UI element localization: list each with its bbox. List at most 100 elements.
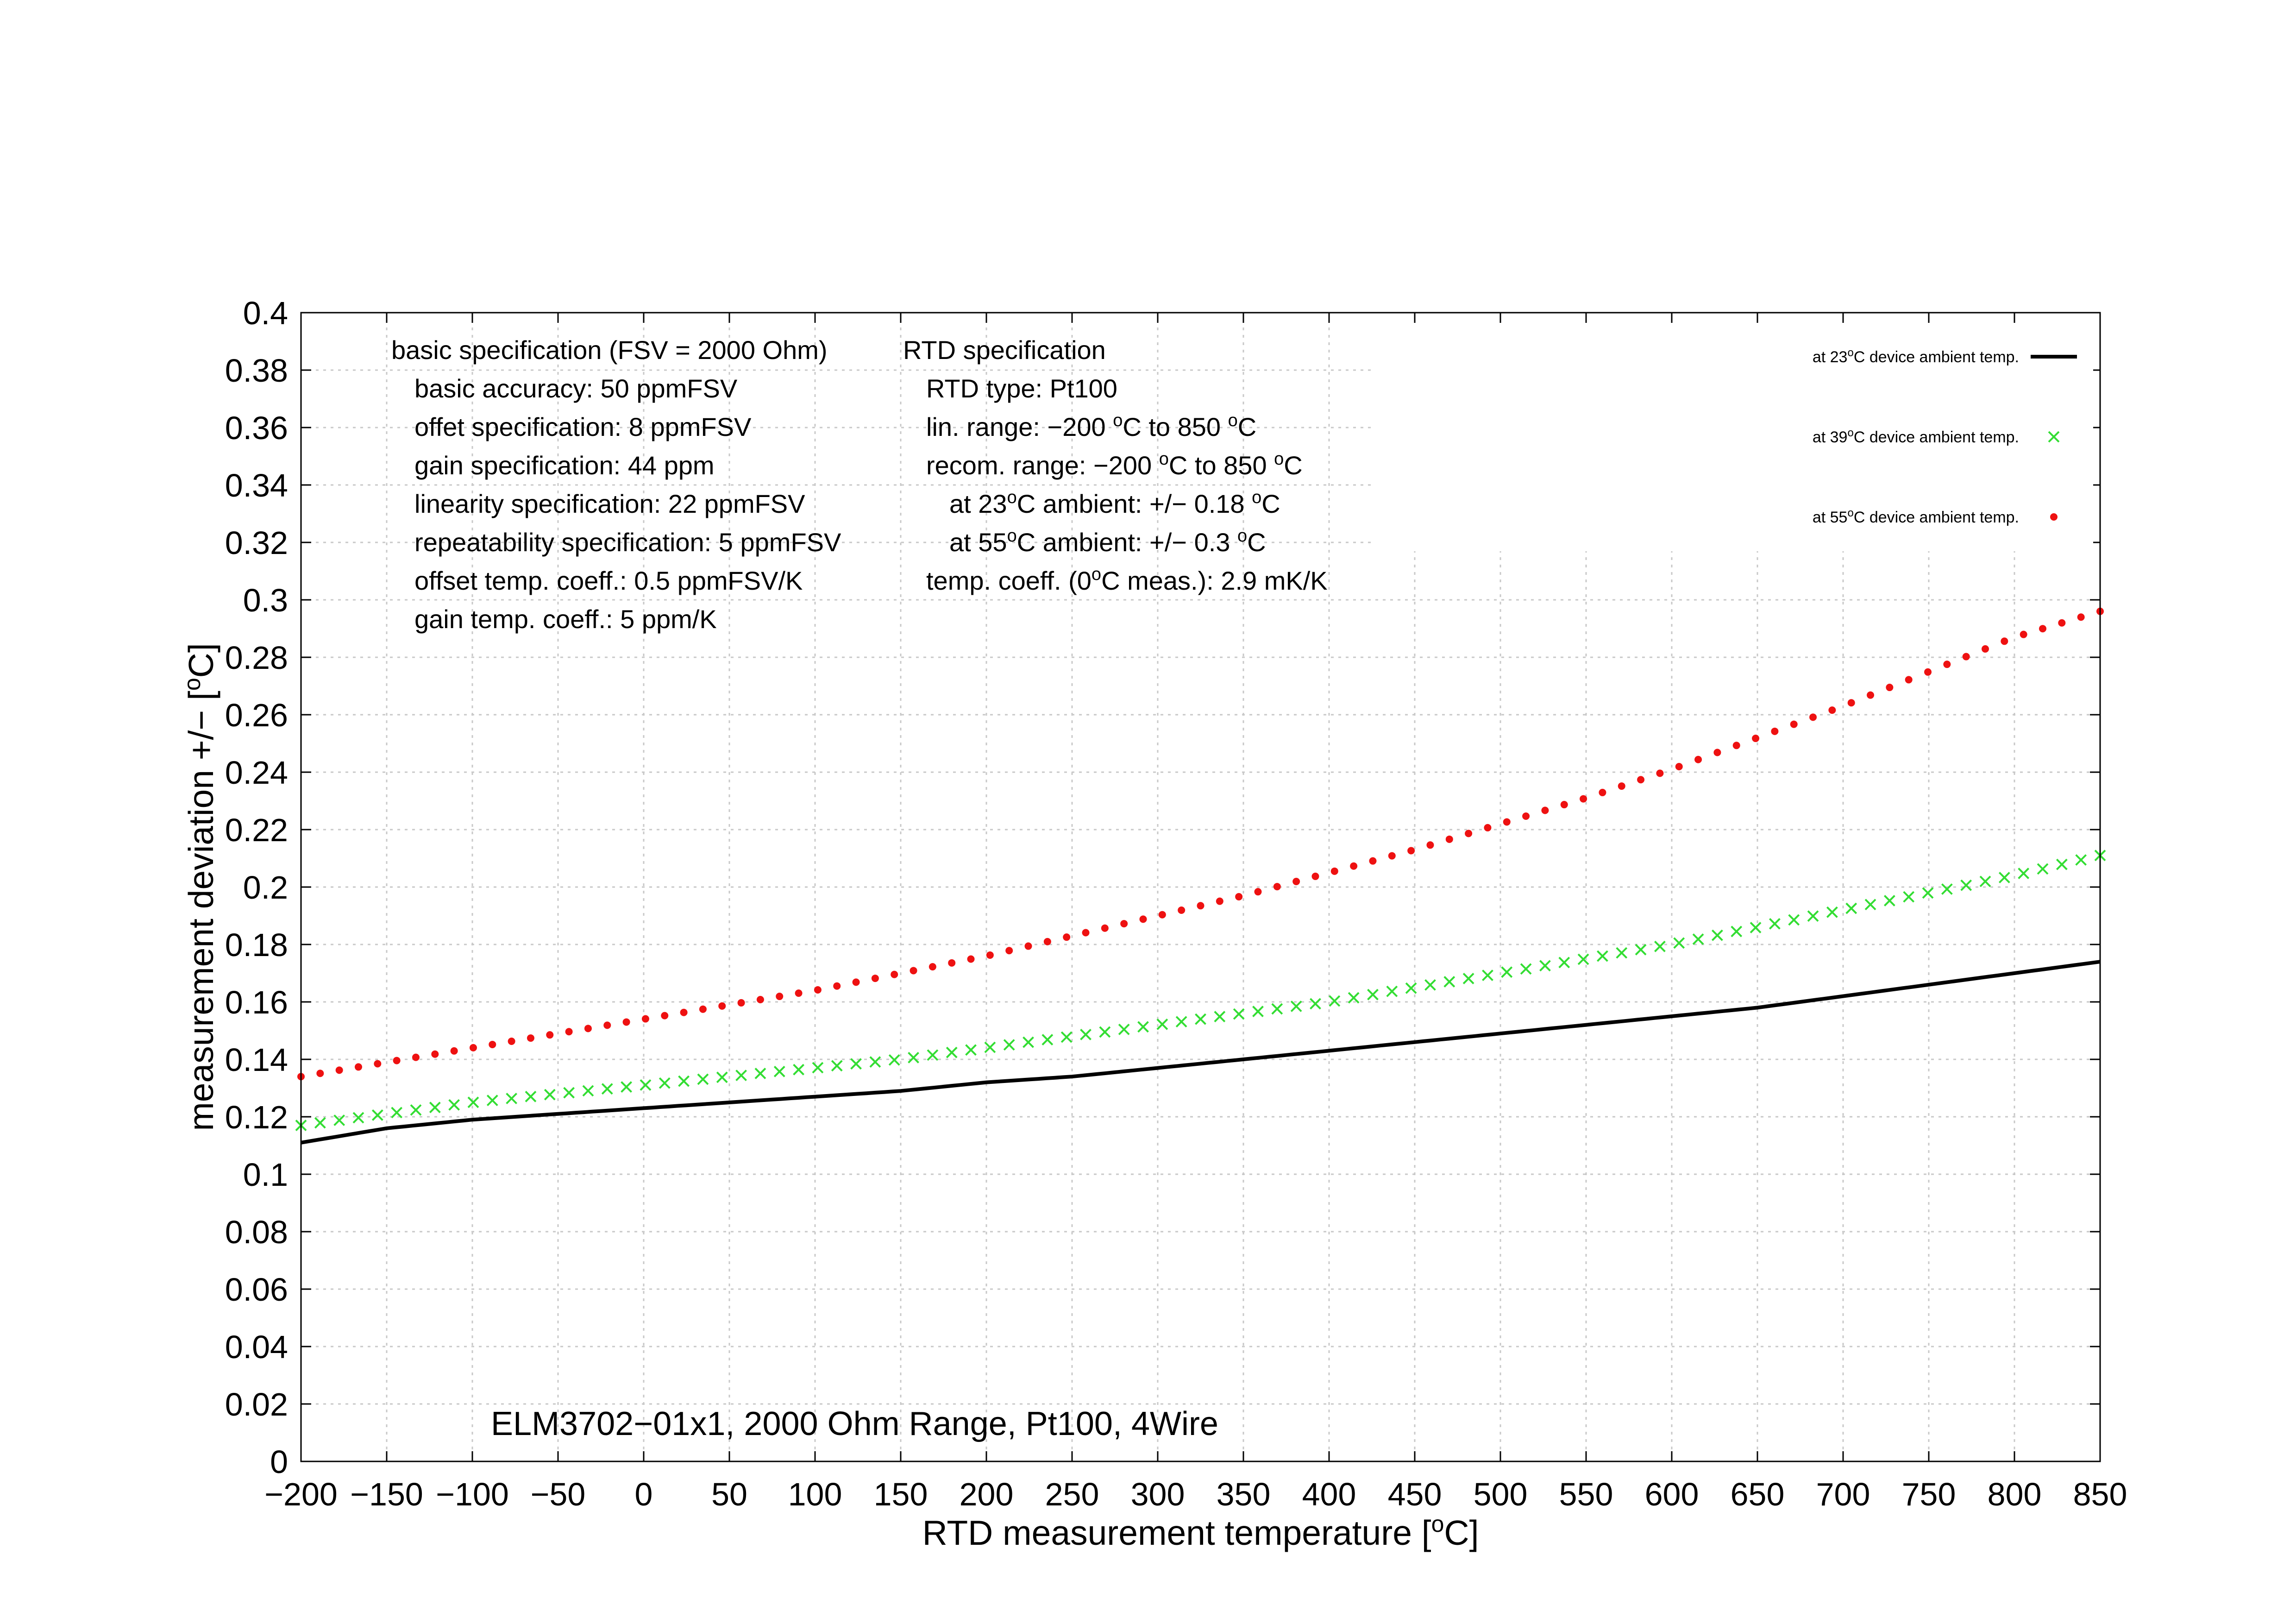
x-tick-label: 350: [1217, 1476, 1271, 1512]
series-point: [601, 1083, 613, 1095]
series-point: [546, 1031, 554, 1039]
series-point: [831, 1060, 843, 1072]
series-point: [1713, 749, 1721, 756]
series-point: [678, 1075, 690, 1087]
x-tick-label: 100: [788, 1476, 842, 1512]
series-point: [410, 1104, 422, 1116]
rtd-spec-line: lin. range: −200 oC to 850 oC: [926, 411, 1256, 441]
series-point: [2058, 619, 2066, 627]
series-point: [429, 1102, 441, 1114]
series-point: [1041, 1034, 1054, 1045]
x-tick-label: 650: [1731, 1476, 1785, 1512]
y-tick-label: 0.14: [225, 1042, 288, 1078]
series-point: [544, 1089, 556, 1101]
x-tick-label: 150: [874, 1476, 928, 1512]
y-tick-label: 0.22: [225, 812, 288, 848]
device-label: ELM3702−01x1, 2000 Ohm Range, Pt100, 4Wi…: [491, 1405, 1218, 1442]
series-point: [1845, 902, 1857, 914]
series-point: [1905, 676, 1913, 684]
series-point: [1962, 653, 1970, 661]
series-point: [641, 1015, 649, 1023]
y-tick-label: 0.12: [225, 1099, 288, 1135]
series-layer: [295, 607, 2106, 1145]
series-point: [1424, 979, 1436, 991]
series-point: [1290, 1001, 1302, 1012]
series-point: [1482, 969, 1493, 982]
y-tick-label: 0.28: [225, 640, 288, 676]
series-point: [1484, 824, 1492, 831]
series-point: [908, 1051, 919, 1064]
series-point: [1195, 1013, 1206, 1025]
x-tick-label: 550: [1559, 1476, 1613, 1512]
y-axis-title: measurement deviation +/− [oC]: [179, 643, 220, 1131]
series-point: [448, 1099, 460, 1111]
series-point: [563, 1087, 575, 1099]
series-point: [1330, 867, 1338, 875]
rtd-spec-heading: RTD specification: [903, 335, 1106, 365]
series-point: [967, 955, 975, 963]
x-tick-label: −50: [531, 1476, 586, 1512]
series-point: [1752, 735, 1760, 743]
series-point: [754, 1068, 766, 1079]
series-point: [2056, 858, 2068, 870]
series-point: [1501, 966, 1513, 978]
series-point: [1099, 1026, 1111, 1038]
series-point: [621, 1081, 633, 1093]
annotation-layer: basic specification (FSV = 2000 Ohm) basi…: [391, 335, 1328, 1442]
legend-swatch: [2050, 513, 2058, 521]
y-tick-label: 0.4: [243, 295, 288, 331]
series-point: [1367, 988, 1379, 1001]
rtd-spec-line: recom. range: −200 oC to 850 oC: [926, 449, 1303, 480]
series-point: [371, 1109, 383, 1121]
series-point: [1388, 852, 1396, 860]
y-tick-label: 0.04: [225, 1329, 288, 1365]
legend-label: at 23oC device ambient temp.: [1813, 346, 2019, 366]
series-point: [697, 1073, 709, 1085]
x-tick-label: 500: [1474, 1476, 1528, 1512]
series-point: [1903, 891, 1915, 903]
series-point: [1003, 1039, 1015, 1051]
series-point: [1101, 924, 1109, 932]
series-1: [301, 960, 2101, 1145]
series-point: [1960, 879, 1972, 891]
series-point: [1369, 857, 1377, 865]
series-point: [1943, 661, 1951, 668]
series-point: [1883, 895, 1895, 906]
series-point: [1635, 944, 1647, 956]
series-point: [1979, 875, 1991, 888]
series-point: [2075, 854, 2087, 866]
y-tick-label: 0.02: [225, 1386, 288, 1423]
series-point: [450, 1047, 458, 1055]
series-point: [1673, 937, 1685, 949]
series-point: [393, 1057, 401, 1064]
series-point: [1616, 947, 1628, 959]
series-point: [1445, 835, 1453, 843]
series-point: [986, 951, 994, 959]
series-point: [1235, 893, 1243, 900]
series-point: [1158, 911, 1166, 919]
series-point: [1750, 922, 1762, 934]
series-point: [1522, 812, 1530, 820]
series-point: [2018, 868, 2030, 879]
y-tick-label: 0.34: [225, 467, 288, 504]
series-point: [735, 1070, 747, 1082]
series-point: [812, 1062, 824, 1074]
series-point: [661, 1012, 669, 1020]
series-point: [431, 1050, 439, 1058]
series-line: [301, 960, 2101, 1145]
series-point: [1599, 788, 1606, 796]
series-point: [1886, 684, 1894, 692]
series-point: [1348, 992, 1360, 1004]
series-point: [486, 1095, 498, 1107]
series-point: [948, 959, 956, 967]
series-point: [582, 1085, 594, 1097]
x-tick-label: 0: [635, 1476, 653, 1512]
series-point: [699, 1005, 707, 1013]
x-tick-label: 800: [1988, 1476, 2042, 1512]
series-point: [1023, 1036, 1034, 1048]
series-point: [891, 970, 898, 978]
series-point: [1924, 668, 1932, 676]
y-tick-label: 0.16: [225, 984, 288, 1020]
series-point: [391, 1107, 403, 1119]
